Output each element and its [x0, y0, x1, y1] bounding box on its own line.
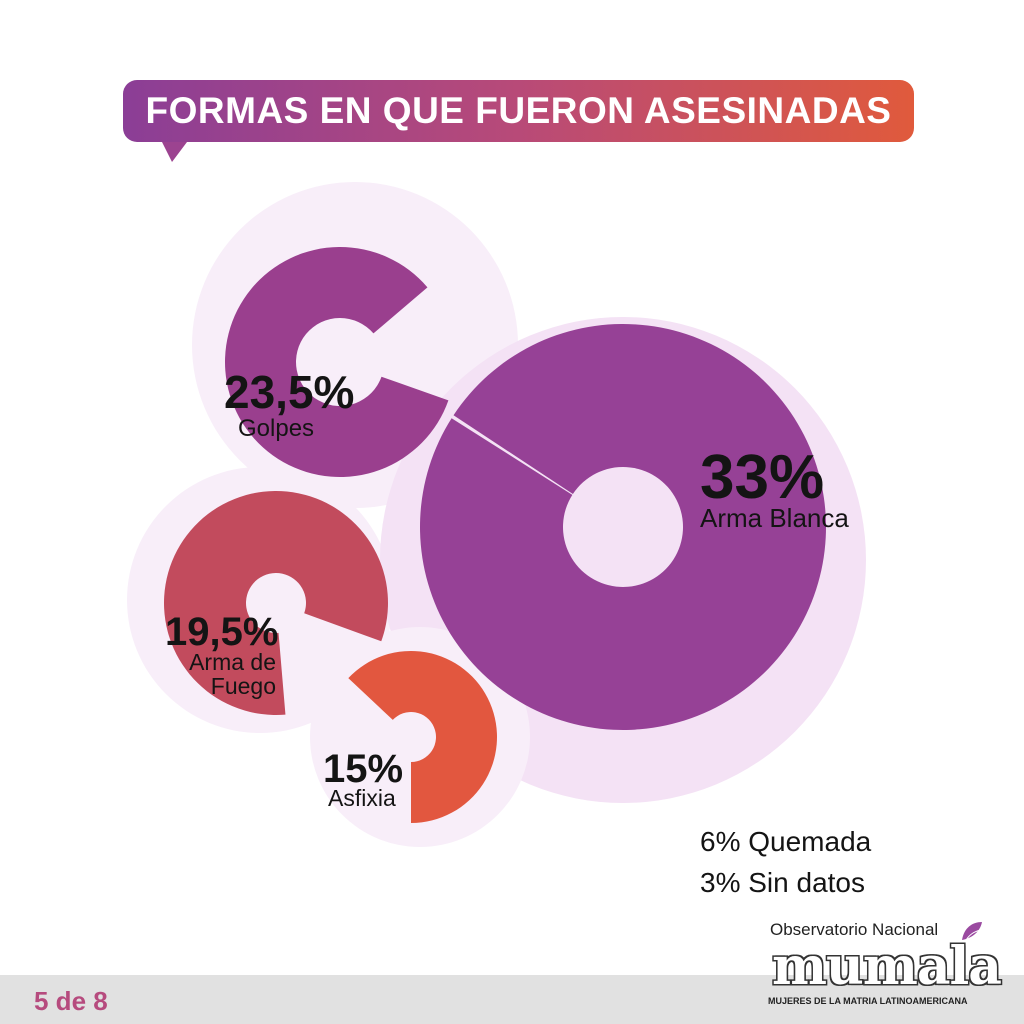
category-label-arma-de-fuego: Arma de Fuego: [189, 649, 276, 700]
butterfly-icon: [962, 922, 982, 941]
page-indicator: 5 de 8: [34, 986, 108, 1016]
sector-arma-de-fuego: [164, 490, 389, 715]
value-label-asfixia: 15%: [323, 747, 404, 791]
category-label-asfixia: Asfixia: [328, 785, 396, 811]
value-label-arma-de-fuego: 19,5%: [165, 610, 279, 654]
title-banner-tail: [160, 138, 190, 162]
sector-arma-blanca: [420, 323, 827, 730]
logo-top-text: Observatorio Nacional: [770, 920, 939, 939]
value-label-arma-blanca: 33%: [700, 443, 825, 512]
value-label-golpes: 23,5%: [224, 366, 355, 418]
chart-marks: [164, 247, 827, 823]
logo: Observatorio Nacional mumala MUJERES DE …: [760, 918, 1002, 1013]
sector-asfixia: [348, 651, 497, 823]
other-item-quemada: 6% Quemada: [700, 826, 872, 857]
other-item-sin-datos: 3% Sin datos: [700, 866, 865, 898]
logo-subtitle: MUJERES DE LA MATRIA LATINOAMERICANA: [768, 996, 968, 1006]
category-label-arma-blanca: Arma Blanca: [700, 503, 849, 533]
footer-bar: [0, 975, 1024, 1024]
chart-title: FORMAS EN QUE FUERON ASESINADAS: [145, 90, 892, 131]
category-label-golpes: Golpes: [238, 415, 315, 442]
logo-wordmark: mumala: [772, 936, 1002, 997]
sector-golpes: [224, 247, 449, 477]
other-categories: 6% Quemada 3% Sin datos: [700, 822, 871, 903]
title-banner: FORMAS EN QUE FUERON ASESINADAS: [123, 80, 914, 142]
